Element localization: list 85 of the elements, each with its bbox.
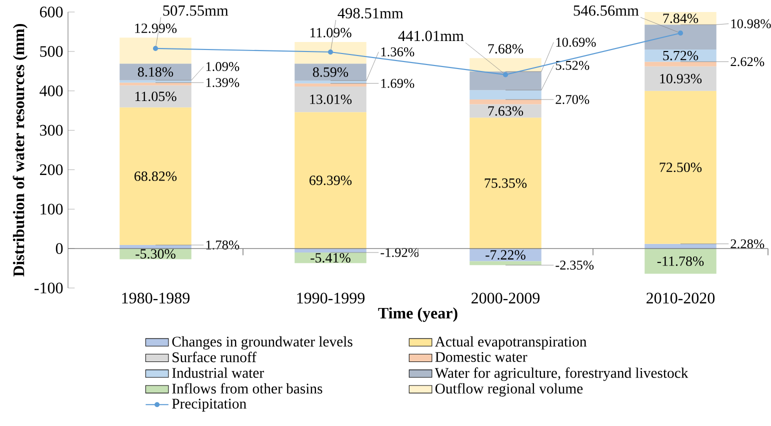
annotation: 11.09% — [310, 28, 352, 38]
annotation: 1.69% — [381, 78, 414, 88]
bar — [120, 82, 192, 86]
bar — [120, 64, 192, 80]
annotation: 68.82% — [134, 171, 177, 181]
annotation: 8.18% — [138, 67, 174, 77]
annotation: 2.70% — [556, 95, 590, 104]
x-tick-label: 1990-1999 — [297, 292, 365, 304]
bar — [294, 83, 366, 87]
annotation: 1.39% — [206, 78, 240, 88]
y-tick-label: -100 — [34, 282, 63, 294]
annotation: 11.05% — [135, 92, 176, 102]
y-tick-label: 400 — [40, 85, 63, 96]
bar — [644, 62, 716, 66]
annotation: 7.84% — [663, 14, 698, 24]
y-tick-label: 500 — [40, 46, 63, 57]
bar — [470, 90, 542, 100]
x-tick-label: 2010-2020 — [646, 292, 715, 304]
x-tick-label: 2000-2009 — [472, 292, 540, 304]
annotation: 5.72% — [663, 50, 698, 60]
annotation: -2.35% — [556, 260, 594, 270]
bar — [470, 118, 542, 249]
data-label: 507.55mm — [163, 5, 228, 16]
bar — [294, 112, 366, 249]
bar — [644, 248, 716, 274]
annotation: 5.52% — [556, 60, 590, 70]
bar — [120, 38, 192, 64]
y-tick-label: 200 — [40, 164, 63, 176]
legend-label: Changes in groundwater levels — [172, 336, 352, 350]
annotation: 2.28% — [730, 239, 764, 248]
point — [328, 49, 334, 55]
bar — [294, 42, 366, 64]
data-label: 498.51mm — [338, 8, 404, 18]
point — [678, 30, 684, 36]
annotation: 10.69% — [556, 38, 596, 47]
annotation: 10.93% — [660, 74, 702, 84]
bar — [470, 72, 542, 90]
y-tick-label: 100 — [40, 204, 63, 215]
annotation: 1.09% — [206, 62, 240, 72]
annotation: 13.01% — [310, 94, 352, 104]
y-tick-label: 300 — [40, 124, 63, 136]
bar — [470, 261, 542, 266]
legend-label: Industrial water — [172, 368, 264, 378]
annotation: 1.36% — [381, 47, 414, 56]
bar — [644, 49, 716, 62]
annotation: -5.30% — [136, 249, 176, 259]
annotation: 12.99% — [135, 24, 177, 34]
x-axis-title: Time (year) — [378, 307, 458, 322]
y-tick-label: 600 — [40, 6, 63, 18]
bar — [644, 66, 716, 91]
bar — [294, 64, 366, 81]
bar — [644, 90, 716, 244]
x-tick-label: 1980-1989 — [122, 292, 190, 304]
annotation: -7.22% — [486, 250, 526, 260]
annotation: 2.62% — [730, 57, 764, 66]
bar — [470, 100, 542, 104]
annotation: 69.39% — [310, 176, 352, 186]
bar — [644, 24, 716, 50]
legend-label: Surface runoff — [172, 352, 256, 362]
data-label: 546.56mm — [574, 5, 639, 16]
legend-label: Outflow regional volume — [435, 383, 583, 397]
bar — [470, 58, 542, 72]
annotation: 75.35% — [484, 178, 527, 188]
annotation: 8.59% — [312, 67, 348, 77]
bar — [120, 85, 192, 108]
annotation: -5.41% — [310, 253, 350, 263]
point — [152, 46, 158, 51]
legend-label: Domestic water — [435, 352, 528, 362]
annotation: 10.98% — [731, 19, 771, 28]
annotation: 7.68% — [488, 44, 524, 54]
y-tick-label: 0 — [56, 243, 63, 254]
legend-label: Precipitation — [172, 398, 246, 412]
point — [502, 72, 508, 78]
annotation: 1.78% — [206, 240, 240, 250]
legend-label: Inflows from other basins — [172, 383, 322, 394]
annotation: -1.92% — [380, 248, 419, 258]
y-axis-title: Distribution of water resources (mm) — [12, 24, 28, 277]
legend-label: Water for agriculture, forestryand livestock — [434, 367, 688, 381]
annotation: 72.50% — [660, 162, 702, 172]
annotation: 7.63% — [488, 106, 524, 116]
annotation: -11.78% — [657, 256, 704, 266]
bar — [120, 107, 192, 246]
legend-label: Actual evapotranspiration — [434, 336, 587, 350]
data-label: 441.01mm — [398, 30, 464, 42]
bar — [294, 86, 366, 112]
